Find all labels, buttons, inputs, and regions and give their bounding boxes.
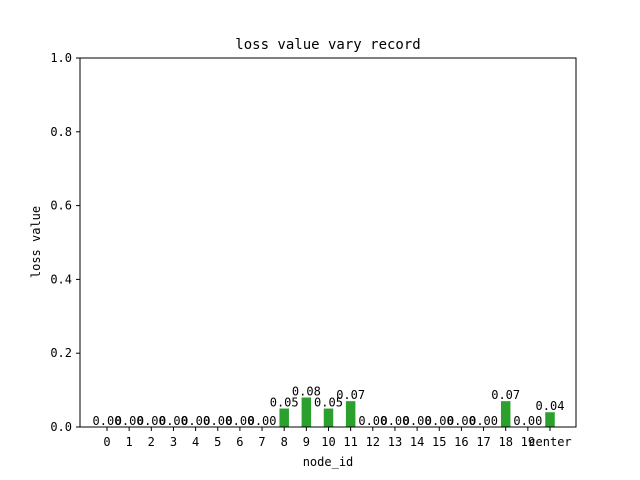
bar-value-label: 0.07 xyxy=(336,388,365,402)
bar-value-label: 0.00 xyxy=(159,414,188,428)
bar-value-label: 0.00 xyxy=(137,414,166,428)
bar-value-label: 0.05 xyxy=(270,396,299,410)
y-tick-label: 0.8 xyxy=(50,125,72,139)
y-tick-label: 0.2 xyxy=(50,346,72,360)
bar-value-label: 0.00 xyxy=(469,414,498,428)
bar-value-label: 0.00 xyxy=(93,414,122,428)
y-tick-label: 0.4 xyxy=(50,272,72,286)
x-tick-label: 13 xyxy=(388,435,402,449)
y-tick-label: 1.0 xyxy=(50,51,72,65)
x-tick-label: 18 xyxy=(498,435,512,449)
y-axis-label: loss value xyxy=(29,206,43,278)
plot-frame xyxy=(79,57,577,428)
bar-value-label: 0.00 xyxy=(513,414,542,428)
bar-value-label: 0.00 xyxy=(181,414,210,428)
bar-value-label: 0.04 xyxy=(536,399,565,413)
x-axis-label: node_id xyxy=(303,455,354,469)
x-tick-label: 7 xyxy=(258,435,265,449)
x-tick-label: 12 xyxy=(366,435,380,449)
bar-value-label: 0.00 xyxy=(358,414,387,428)
bar-value-label: 0.00 xyxy=(447,414,476,428)
y-tick-label: 0.6 xyxy=(50,199,72,213)
bar-value-label: 0.00 xyxy=(403,414,432,428)
x-tick-label: 4 xyxy=(192,435,199,449)
bar xyxy=(279,408,289,427)
bar-value-label: 0.00 xyxy=(225,414,254,428)
y-tick-label: 0.0 xyxy=(50,420,72,434)
x-tick-label: 2 xyxy=(148,435,155,449)
x-tick-label: 3 xyxy=(170,435,177,449)
x-tick-label: 17 xyxy=(476,435,490,449)
bar-value-label: 0.00 xyxy=(425,414,454,428)
bar-value-label: 0.00 xyxy=(115,414,144,428)
x-tick-label: 0 xyxy=(103,435,110,449)
chart-title: loss value vary record xyxy=(235,37,420,53)
x-tick-label: 14 xyxy=(410,435,424,449)
x-tick-label: 6 xyxy=(236,435,243,449)
bar xyxy=(500,401,511,427)
x-tick-label: 8 xyxy=(281,435,288,449)
bar xyxy=(545,412,555,427)
x-tick-label: 10 xyxy=(321,435,335,449)
bar-value-label: 0.07 xyxy=(491,388,520,402)
x-tick-label: 16 xyxy=(454,435,468,449)
x-tick-label: 19 xyxy=(521,435,535,449)
bar xyxy=(301,397,312,427)
x-tick-label: 9 xyxy=(303,435,310,449)
x-tick-label: 11 xyxy=(343,435,357,449)
bar-value-label: 0.00 xyxy=(380,414,409,428)
bar xyxy=(323,408,334,427)
bar xyxy=(345,401,356,427)
bar-value-label: 0.05 xyxy=(314,396,343,410)
x-tick-label: 5 xyxy=(214,435,221,449)
plot-area: 0.00.20.40.60.81.00 1 2 3 4 5 6 7 8 9 10 11 12 13 14 15… xyxy=(50,51,577,449)
bar-value-label: 0.00 xyxy=(203,414,232,428)
bar-value-label: 0.00 xyxy=(248,414,277,428)
x-tick-label: center xyxy=(528,435,571,449)
x-tick-label: 15 xyxy=(432,435,446,449)
x-tick-label: 1 xyxy=(126,435,133,449)
bar-value-label: 0.08 xyxy=(292,384,321,398)
